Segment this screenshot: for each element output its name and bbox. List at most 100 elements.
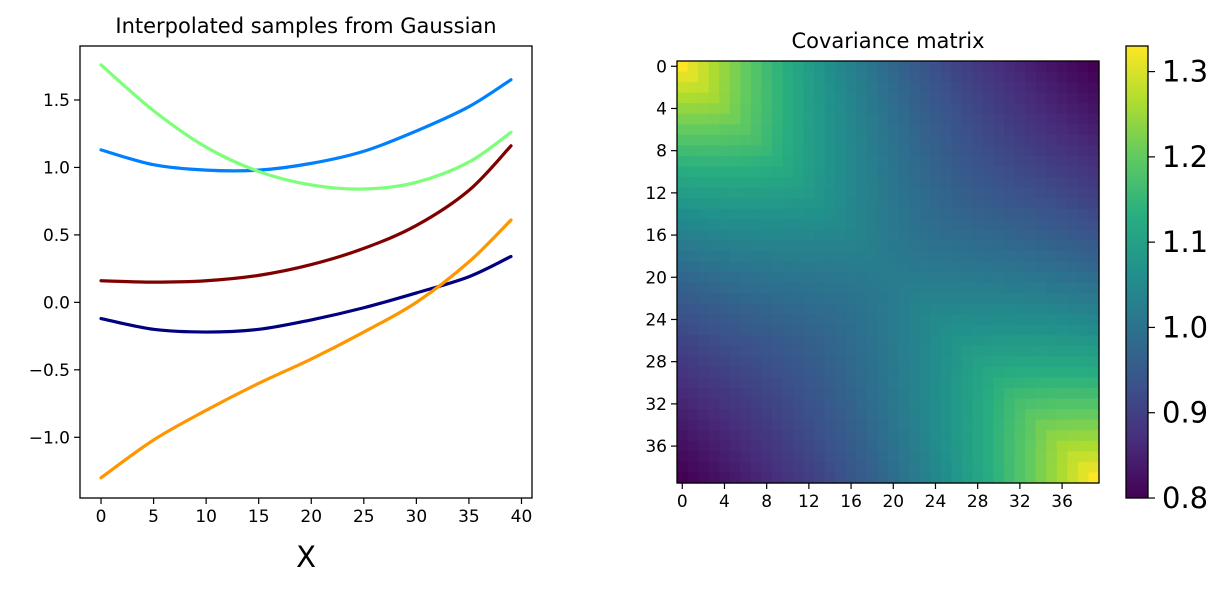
- heatmap-cell: [740, 166, 752, 178]
- heatmap-cell: [940, 71, 952, 83]
- heatmap-cell: [750, 430, 762, 442]
- heatmap-cell: [919, 282, 931, 294]
- heatmap-cell: [919, 208, 931, 220]
- heatmap-cell: [729, 198, 741, 210]
- line-chart: Interpolated samples from Gaussian 0 5 10 1…: [29, 14, 533, 574]
- heatmap-cell: [793, 113, 805, 125]
- heatmap-cell: [898, 345, 910, 357]
- heatmap-cell: [1088, 303, 1100, 315]
- heatmap-cell: [898, 398, 910, 410]
- heatmap-cell: [888, 61, 900, 73]
- heatmap-cell: [677, 240, 689, 252]
- heatmap-cell: [1025, 145, 1037, 157]
- heatmap-cell: [1088, 345, 1100, 357]
- heatmap-cell: [845, 261, 857, 273]
- heatmap-cell: [1088, 472, 1100, 484]
- heatmap-cell: [930, 345, 942, 357]
- heatmap-cell: [856, 366, 868, 379]
- heatmap-cell: [877, 177, 889, 189]
- heatmap-cell: [930, 282, 942, 294]
- heatmap-cell: [1035, 272, 1047, 284]
- heatmap-cell: [835, 419, 847, 431]
- heatmap-cell: [898, 219, 910, 231]
- heatmap-cell: [845, 166, 857, 178]
- heatmap-cell: [814, 366, 826, 379]
- heatmap-cell: [940, 293, 952, 305]
- heatmap-cell: [761, 177, 773, 189]
- heatmap-cell: [771, 440, 784, 452]
- heatmap-cell: [1035, 208, 1047, 220]
- heatmap-cell: [1088, 451, 1100, 463]
- heatmap-cell: [1004, 272, 1016, 284]
- heatmap-cell: [761, 324, 773, 336]
- heatmap-cell: [677, 388, 689, 400]
- row-tick-label: 24: [645, 310, 667, 330]
- heatmap-cell: [750, 293, 762, 305]
- heatmap-cell: [961, 314, 973, 326]
- heatmap-cell: [877, 472, 889, 484]
- heatmap-cell: [771, 177, 784, 189]
- heatmap-cell: [1067, 377, 1079, 389]
- heatmap-cell: [1067, 82, 1079, 94]
- heatmap-cell: [761, 440, 773, 452]
- heatmap-cell: [940, 240, 952, 252]
- heatmap-cell: [930, 356, 942, 368]
- heatmap-cell: [930, 261, 942, 273]
- heatmap-cell: [909, 145, 921, 157]
- heatmap-cell: [1077, 314, 1090, 326]
- heatmap-cell: [866, 314, 879, 326]
- heatmap-cell: [972, 461, 984, 474]
- heatmap-cell: [771, 451, 784, 463]
- heatmap-cell: [677, 345, 689, 357]
- heatmap-cell: [1077, 388, 1090, 400]
- heatmap-cell: [708, 398, 720, 410]
- heatmap-cell: [930, 92, 942, 104]
- heatmap-cell: [982, 229, 995, 241]
- heatmap-cell: [750, 155, 762, 168]
- heatmap-cell: [750, 219, 762, 231]
- heatmap-cell: [877, 187, 889, 199]
- heatmap-cell: [803, 451, 815, 463]
- heatmap-cell: [930, 166, 942, 178]
- heatmap-cell: [919, 134, 931, 146]
- heatmap-cell: [719, 261, 731, 273]
- heatmap-cell: [845, 134, 857, 146]
- heatmap-cell: [845, 377, 857, 389]
- heatmap-cell: [698, 461, 710, 474]
- heatmap-cell: [930, 61, 942, 73]
- heatmap-cell: [793, 314, 805, 326]
- heatmap-cell: [1025, 71, 1037, 83]
- heatmap-cell: [824, 145, 836, 157]
- heatmap-cell: [771, 92, 784, 104]
- heatmap-cell: [888, 208, 900, 220]
- heatmap-cell: [1056, 124, 1068, 136]
- heatmap-cell: [719, 345, 731, 357]
- heatmap-cell: [972, 177, 984, 189]
- heatmap-cell: [771, 335, 784, 347]
- heatmap-cell: [1035, 451, 1047, 463]
- heatmap-cell: [824, 440, 836, 452]
- heatmap-cell: [824, 124, 836, 136]
- colorbar-tick-label: 1.0: [1162, 310, 1208, 344]
- heatmap-cell: [993, 398, 1005, 410]
- heatmap-cell: [1067, 388, 1079, 400]
- heatmap-cell: [1035, 166, 1047, 178]
- heatmap-cell: [856, 314, 868, 326]
- heatmap-cell: [1077, 229, 1090, 241]
- heatmap-cell: [856, 124, 868, 136]
- heatmap-cell: [677, 366, 689, 379]
- heatmap-cell: [866, 461, 879, 474]
- heatmap-cell: [930, 409, 942, 421]
- heatmap-cell: [951, 134, 963, 146]
- heatmap-cell: [677, 166, 689, 178]
- heatmap-cell: [993, 208, 1005, 220]
- heatmap-cell: [750, 440, 762, 452]
- heatmap-cell: [1046, 293, 1058, 305]
- heatmap-cell: [1025, 461, 1037, 474]
- heatmap-cell: [919, 272, 931, 284]
- heatmap-cell: [888, 409, 900, 421]
- heatmap-cell: [771, 356, 784, 368]
- heatmap-cell: [845, 145, 857, 157]
- heatmap-cell: [698, 314, 710, 326]
- heatmap-cell: [1077, 61, 1090, 73]
